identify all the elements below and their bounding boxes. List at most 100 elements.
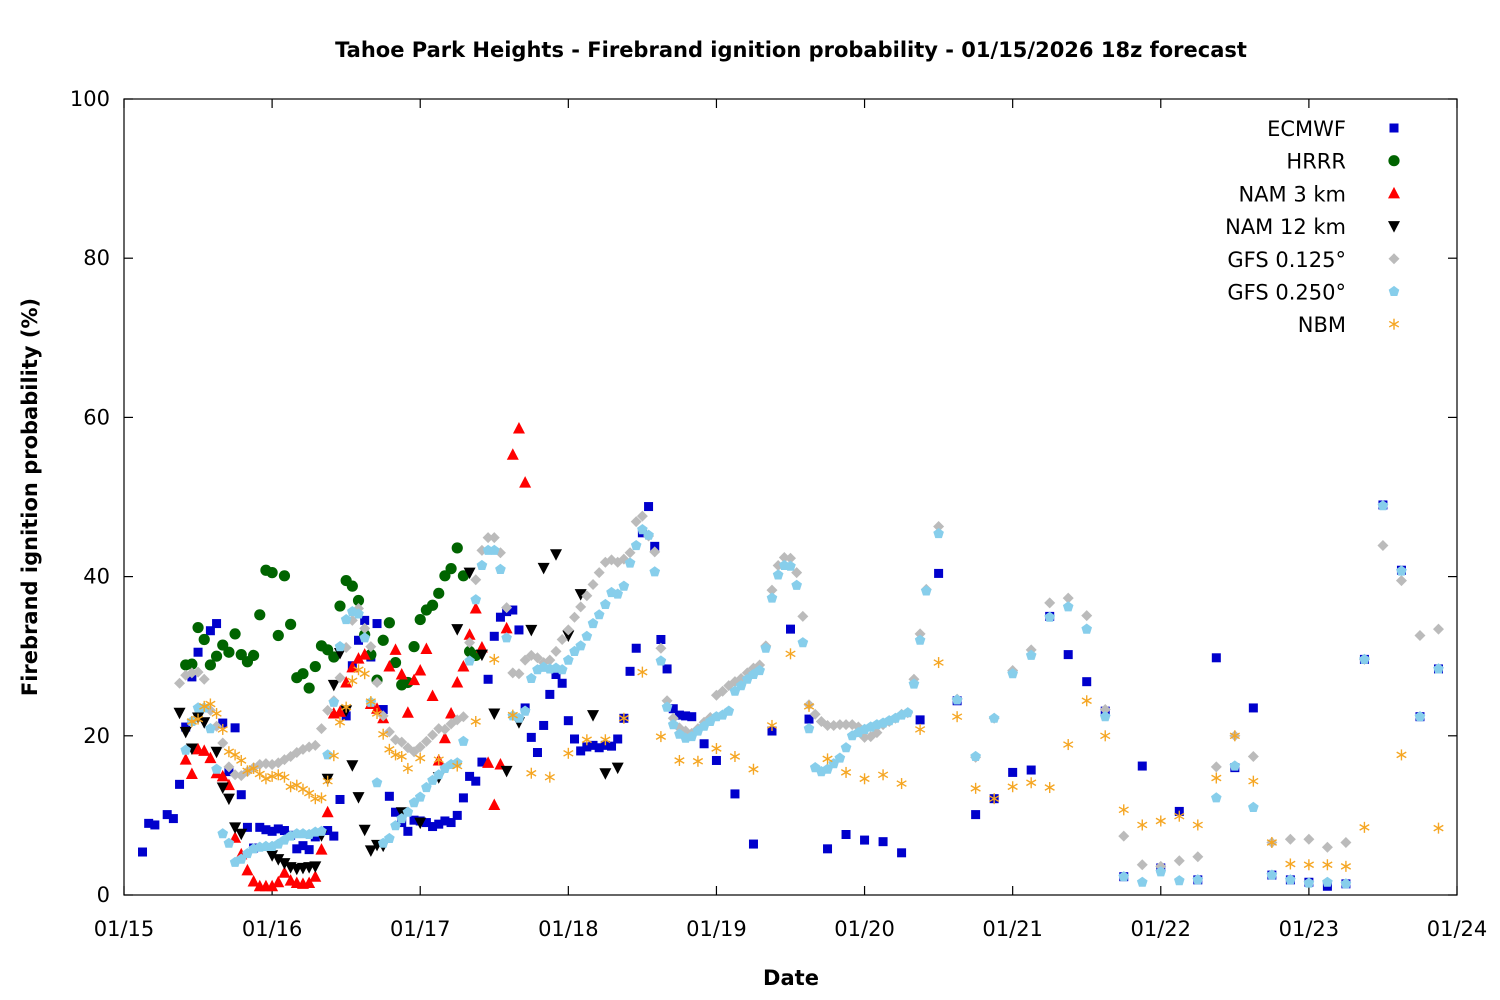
data-point bbox=[211, 763, 222, 774]
data-point bbox=[359, 622, 371, 634]
data-point bbox=[198, 673, 210, 685]
data-point bbox=[804, 714, 814, 724]
data-point bbox=[914, 723, 926, 735]
data-point bbox=[414, 613, 426, 626]
data-point bbox=[408, 641, 420, 653]
data-point bbox=[230, 723, 240, 733]
data-point bbox=[254, 768, 265, 780]
data-point bbox=[420, 735, 432, 747]
data-point bbox=[175, 779, 185, 789]
data-point bbox=[525, 624, 538, 637]
data-point bbox=[210, 650, 223, 662]
data-point bbox=[463, 628, 476, 640]
data-point bbox=[1081, 610, 1093, 622]
data-point bbox=[278, 858, 291, 870]
data-point bbox=[434, 819, 444, 829]
data-point bbox=[199, 700, 210, 712]
data-point bbox=[396, 736, 408, 748]
data-point bbox=[1248, 801, 1259, 812]
data-point bbox=[1155, 815, 1166, 827]
data-point bbox=[247, 874, 260, 887]
data-point bbox=[803, 700, 815, 712]
data-point bbox=[495, 612, 505, 622]
data-point bbox=[1229, 760, 1241, 771]
y-tick-label: 40 bbox=[83, 565, 110, 589]
data-point bbox=[180, 744, 191, 755]
data-point bbox=[1174, 875, 1185, 886]
data-point bbox=[303, 682, 315, 694]
data-point bbox=[797, 610, 809, 622]
x-tick-label: 01/20 bbox=[834, 917, 895, 941]
data-point bbox=[377, 710, 389, 722]
data-point bbox=[261, 825, 271, 835]
data-point bbox=[1063, 650, 1073, 660]
series-gfs-0-250 bbox=[180, 500, 1444, 889]
y-tick-label: 80 bbox=[83, 246, 110, 270]
data-point bbox=[144, 818, 154, 828]
x-tick-label: 01/23 bbox=[1279, 917, 1340, 941]
data-point bbox=[767, 726, 777, 736]
data-point bbox=[482, 532, 494, 544]
data-point bbox=[877, 769, 889, 781]
x-tick-label: 01/24 bbox=[1427, 917, 1488, 941]
data-point bbox=[309, 660, 321, 673]
data-point bbox=[1359, 653, 1370, 664]
data-point bbox=[1285, 874, 1296, 885]
data-point bbox=[488, 708, 501, 721]
data-point bbox=[588, 740, 598, 750]
data-point bbox=[1377, 540, 1389, 552]
data-point bbox=[934, 568, 944, 578]
data-point bbox=[729, 750, 741, 762]
data-point bbox=[797, 637, 809, 648]
data-point bbox=[549, 549, 562, 561]
data-point bbox=[439, 723, 451, 735]
data-point bbox=[500, 621, 513, 634]
data-point bbox=[322, 704, 334, 716]
data-point bbox=[315, 843, 328, 855]
data-point bbox=[303, 876, 316, 889]
data-point bbox=[649, 566, 661, 577]
data-point bbox=[316, 825, 327, 836]
data-point bbox=[452, 760, 463, 772]
data-point bbox=[600, 598, 611, 609]
data-point bbox=[242, 765, 253, 777]
data-point bbox=[285, 781, 296, 793]
data-point bbox=[840, 742, 852, 753]
data-point bbox=[198, 633, 210, 646]
data-point bbox=[390, 749, 401, 761]
data-point bbox=[575, 601, 587, 613]
data-point bbox=[465, 771, 475, 781]
data-point bbox=[346, 660, 359, 673]
data-point bbox=[212, 619, 222, 629]
data-point bbox=[507, 709, 518, 721]
data-point bbox=[415, 752, 426, 764]
data-point bbox=[513, 668, 525, 680]
data-point bbox=[1081, 623, 1092, 634]
data-point bbox=[933, 520, 945, 532]
data-point bbox=[186, 715, 198, 727]
data-point bbox=[236, 754, 247, 766]
data-point bbox=[1100, 730, 1111, 742]
data-point bbox=[179, 726, 192, 739]
data-point bbox=[451, 542, 463, 554]
data-point bbox=[489, 544, 500, 555]
legend-marker bbox=[1388, 155, 1400, 167]
data-point bbox=[822, 753, 833, 765]
data-point bbox=[334, 672, 346, 684]
legend-label: NAM 3 km bbox=[1238, 182, 1346, 206]
data-point bbox=[384, 791, 394, 801]
data-point bbox=[717, 685, 729, 697]
data-point bbox=[1322, 876, 1333, 887]
data-point bbox=[328, 696, 340, 707]
data-point bbox=[384, 832, 395, 843]
data-point bbox=[482, 756, 495, 768]
data-point bbox=[260, 773, 272, 785]
data-point bbox=[1340, 860, 1352, 872]
data-point bbox=[1248, 703, 1258, 713]
data-point bbox=[186, 658, 198, 670]
legend-label: GFS 0.125° bbox=[1227, 248, 1346, 272]
data-point bbox=[1266, 836, 1277, 848]
data-point bbox=[451, 624, 464, 636]
data-point bbox=[1432, 623, 1444, 635]
data-point bbox=[786, 624, 795, 634]
